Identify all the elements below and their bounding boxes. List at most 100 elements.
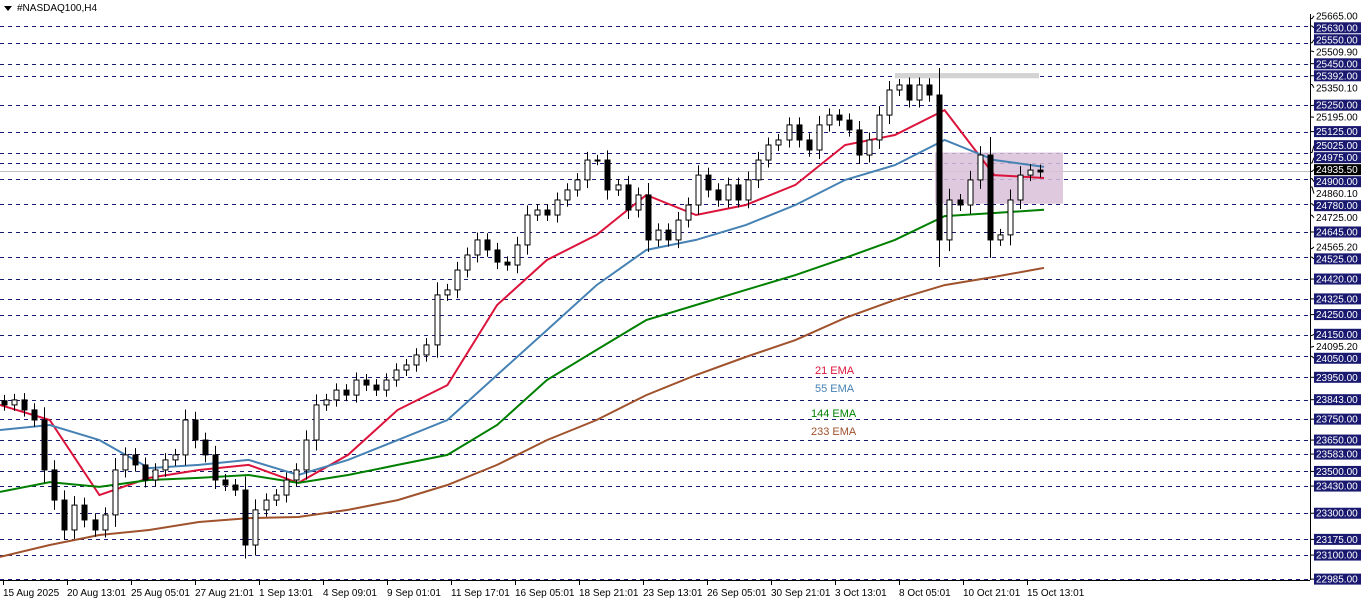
candle <box>172 448 179 466</box>
bull-candle-body <box>554 199 561 216</box>
time-label: 11 Sep 17:01 <box>451 588 510 599</box>
bull-candle-body <box>635 194 642 211</box>
price-level-badge <box>1314 140 1361 152</box>
time-label: 10 Oct 21:01 <box>963 588 1021 599</box>
price-level-label: 24780.00 <box>1316 201 1358 212</box>
candle <box>454 261 461 299</box>
candle <box>655 223 662 247</box>
candle <box>1007 189 1014 246</box>
bear-candle-body <box>544 209 551 216</box>
time-label: 30 Sep 21:01 <box>771 588 831 599</box>
price-level-label: 24420.00 <box>1316 275 1358 286</box>
candle <box>765 137 772 168</box>
candle <box>313 394 320 451</box>
bull-candle-body <box>182 419 189 456</box>
price-label: 25350.10 <box>1316 83 1358 94</box>
bull-candle-body <box>313 404 320 441</box>
candle <box>786 117 793 148</box>
candle <box>122 447 129 478</box>
candle <box>242 476 249 559</box>
bull-candle-body <box>162 459 169 471</box>
price-label-tag: 25350.10 <box>1310 83 1358 94</box>
candle <box>524 205 531 255</box>
price-level-label: 22985.00 <box>1316 575 1358 586</box>
price-level-badge <box>1314 58 1361 70</box>
bull-candle-body <box>252 509 259 546</box>
bull-candle-body <box>775 139 782 146</box>
price-level-tag: 23950.00 <box>1310 371 1361 384</box>
bear-candle-body <box>735 184 742 201</box>
candle <box>81 497 88 528</box>
bear-candle-body <box>92 519 99 531</box>
candle <box>695 165 702 215</box>
candle <box>645 182 652 252</box>
candle <box>916 77 923 108</box>
price-level-tag: 24525.00 <box>1310 253 1361 265</box>
candle <box>393 363 400 387</box>
price-level-badge <box>1314 253 1361 265</box>
bear-candle-body <box>806 139 813 151</box>
price-tick <box>1310 157 1315 164</box>
candle <box>494 242 501 270</box>
candle <box>222 474 229 491</box>
price-level-tag: 25250.00 <box>1310 99 1361 112</box>
candle <box>92 513 99 537</box>
price-label: 24860.10 <box>1316 189 1358 200</box>
candle <box>343 384 350 402</box>
price-label-tag: 25509.90 <box>1310 47 1358 58</box>
price-tick <box>1310 345 1315 348</box>
candle <box>192 411 199 449</box>
candle <box>856 120 863 165</box>
symbol-timeframe-label: #NASDAQ100,H4 <box>17 3 98 14</box>
price-level-tag: 23843.00 <box>1310 394 1361 406</box>
candle <box>273 489 280 507</box>
price-level-badge <box>1314 34 1361 46</box>
price-level-label: 25450.00 <box>1316 59 1358 70</box>
price-level-badge <box>1314 413 1361 425</box>
price-level-label: 23650.00 <box>1316 436 1358 447</box>
candle <box>363 374 370 392</box>
bull-candle-body <box>534 209 541 216</box>
price-level-label: 25630.00 <box>1316 23 1358 34</box>
bull-candle-body <box>112 469 119 516</box>
bear-candle-body <box>926 84 933 96</box>
resistance-band <box>895 73 1039 79</box>
candle <box>303 430 310 480</box>
price-level-tag: 24050.00 <box>1310 352 1361 365</box>
bear-candle-body <box>625 184 632 211</box>
bull-candle-body <box>122 454 129 471</box>
time-label: 18 Sep 21:01 <box>579 588 639 599</box>
bull-candle-body <box>574 179 581 191</box>
bull-candle-body <box>413 354 420 366</box>
price-axis: 25665.0025630.0025550.0025509.9025450.00… <box>1310 11 1361 586</box>
candle <box>544 204 551 222</box>
price-level-tag: 24150.00 <box>1310 328 1361 341</box>
price-label: 25509.90 <box>1316 47 1358 58</box>
candle <box>604 150 611 200</box>
bear-candle-body <box>363 379 370 386</box>
bull-candle-body <box>685 204 692 221</box>
time-label: 16 Sep 05:01 <box>515 588 575 599</box>
bull-candle-body <box>745 179 752 201</box>
candle <box>826 108 833 132</box>
price-level-badge <box>1314 549 1361 561</box>
dropdown-triangle-icon[interactable] <box>4 6 12 11</box>
price-level-tag: 23430.00 <box>1310 480 1361 493</box>
candles <box>1 68 1044 559</box>
candle <box>806 133 813 157</box>
bull-candle-body <box>353 379 360 396</box>
candle <box>232 479 239 497</box>
bear-candle-body <box>705 174 712 191</box>
price-level-badge <box>1314 293 1361 305</box>
price-level-label: 25550.00 <box>1316 35 1358 46</box>
bull-candle-body <box>816 124 823 151</box>
price-level-label: 24325.00 <box>1316 294 1358 305</box>
bull-candle-body <box>977 154 984 181</box>
candle <box>71 496 78 539</box>
candle <box>574 173 581 197</box>
ema-legend-label: 55 EMA <box>815 383 855 395</box>
price-level-badge <box>1314 352 1361 364</box>
candle <box>997 228 1004 246</box>
price-level-badge <box>1314 434 1361 446</box>
